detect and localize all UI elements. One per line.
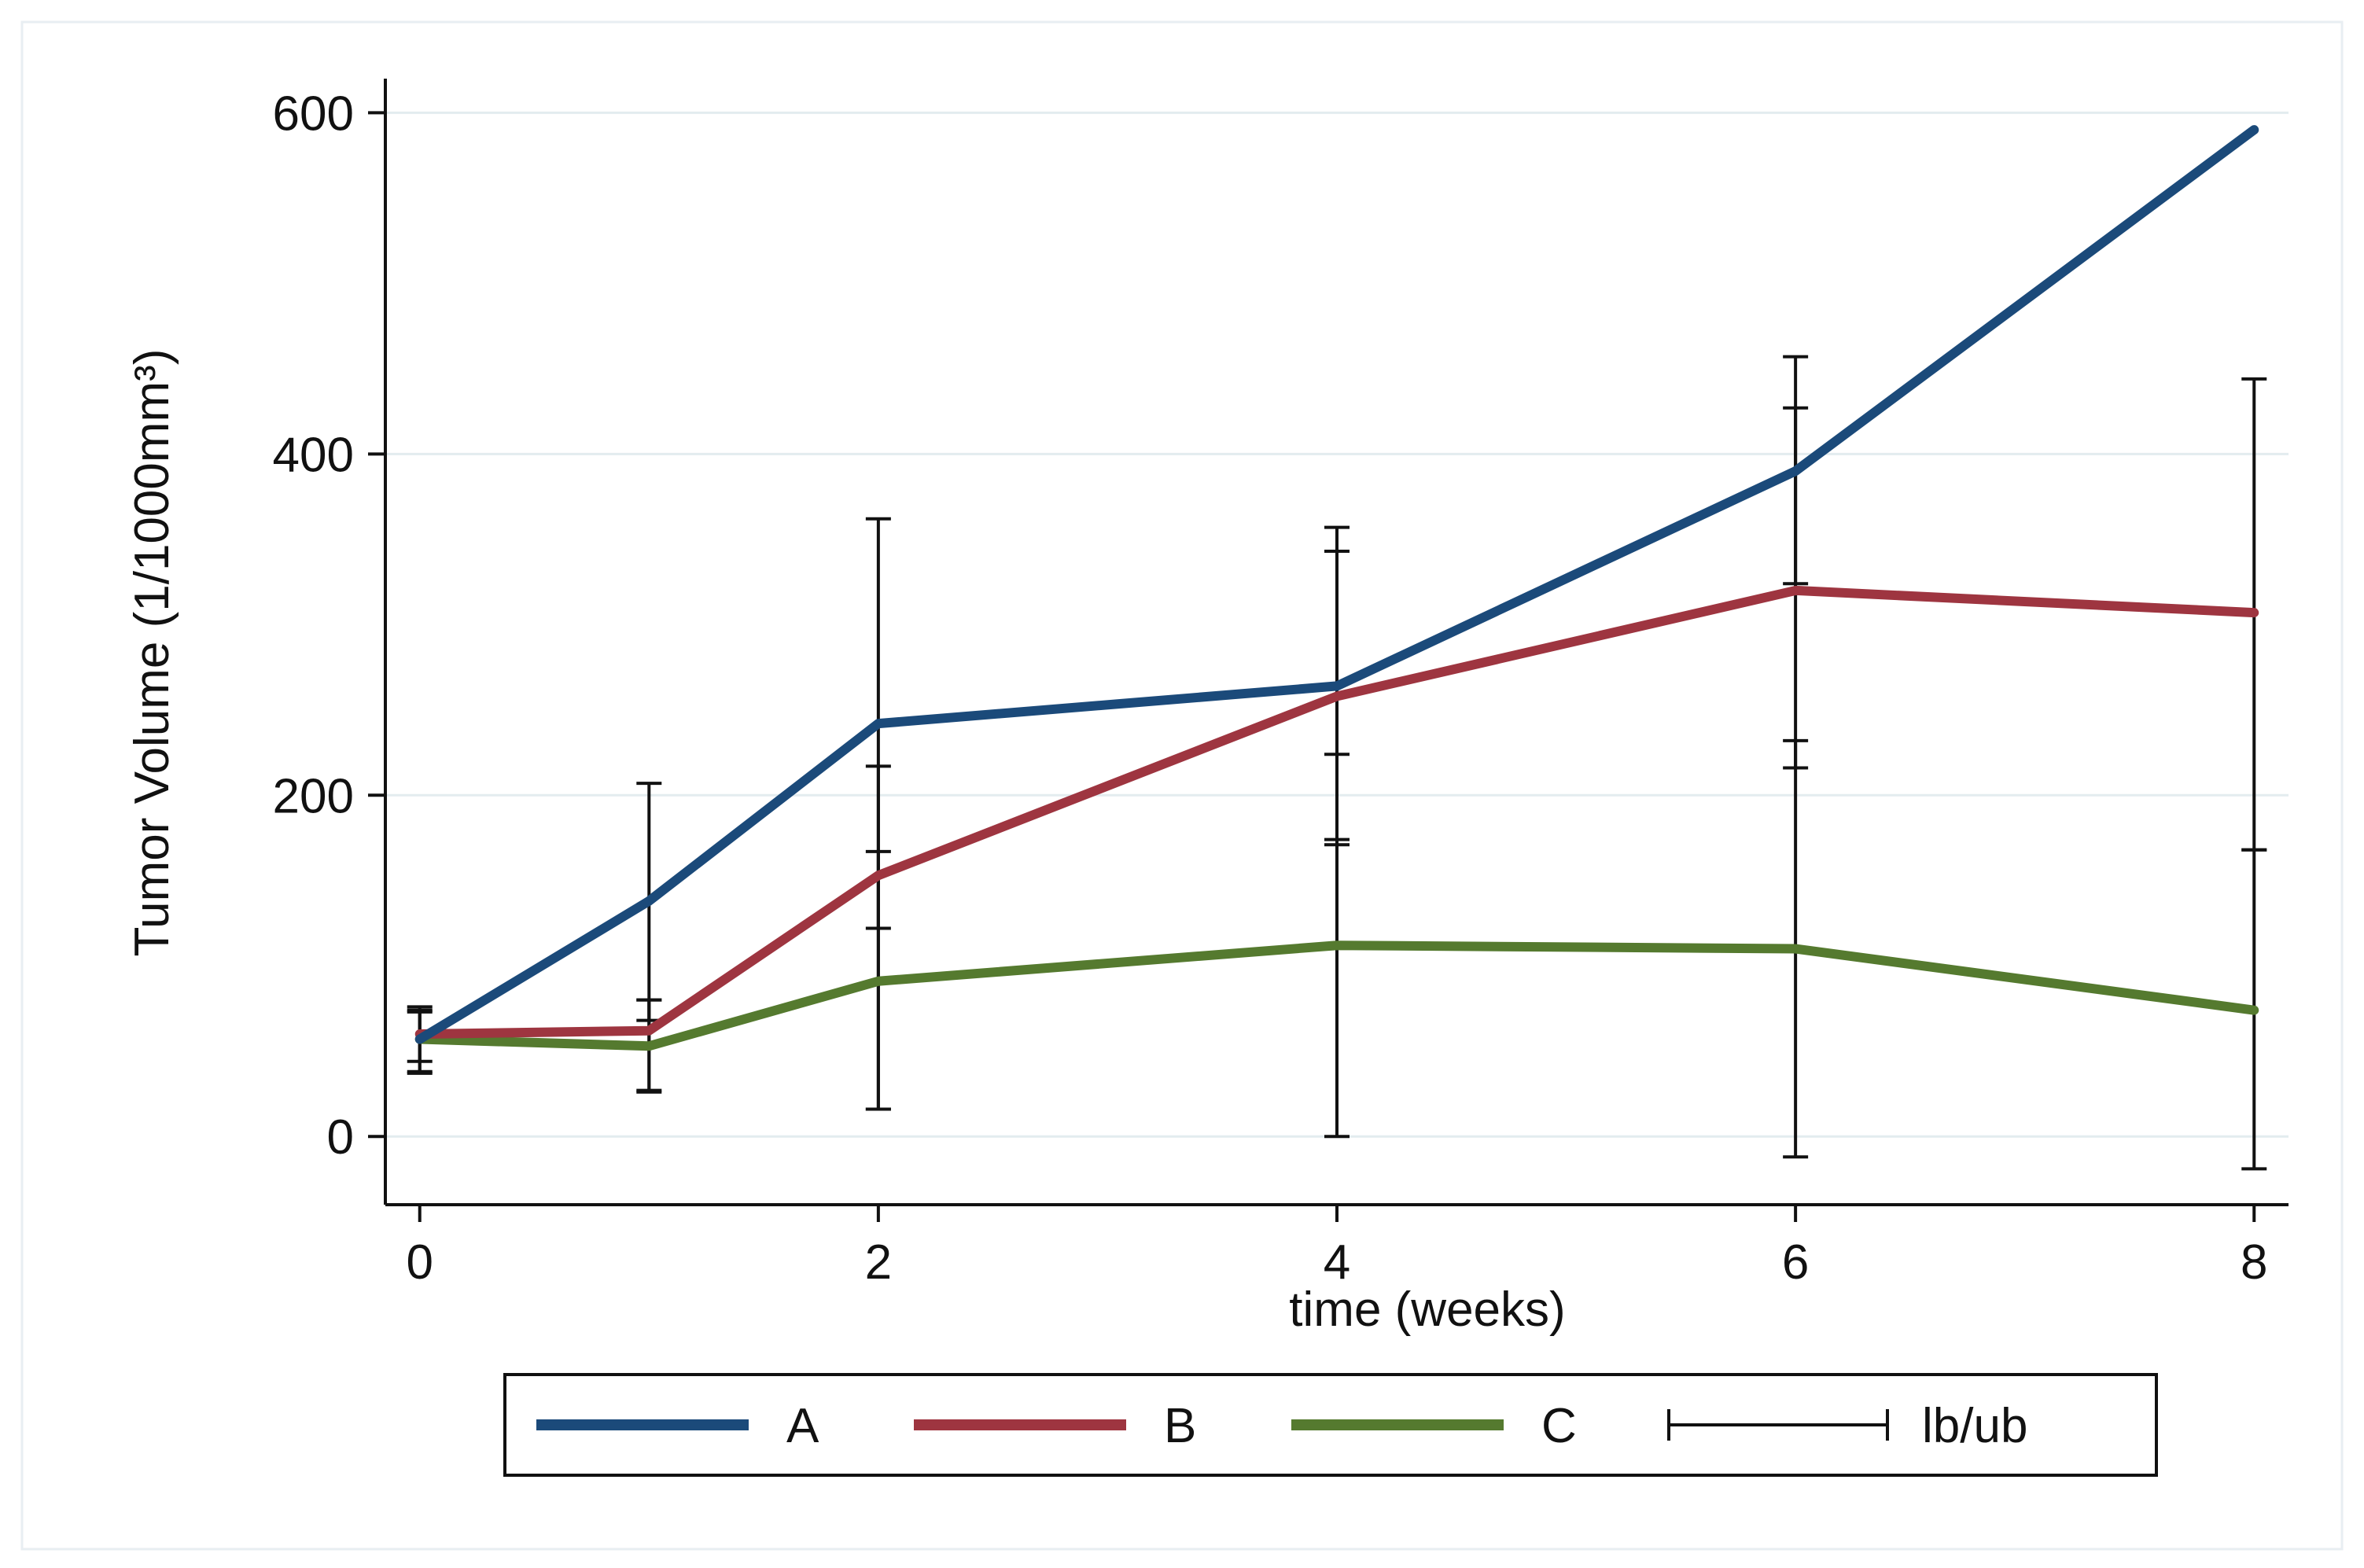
tick-labels: 0 200 400 600 0 2 4 6 8 [273,86,2268,1290]
x-tick-label-2: 2 [865,1235,892,1290]
legend-swatch-lbub [1667,1409,1889,1441]
x-axis-label: time (weeks) [1289,1283,1565,1337]
series-line-c [414,940,2259,1051]
legend-label-c: C [1541,1399,1577,1453]
y-tick-label-600: 600 [273,86,354,141]
y-tick-label-0: 0 [327,1110,354,1165]
x-tick-label-4: 4 [1324,1235,1350,1290]
legend-label-b: B [1164,1399,1196,1453]
legend: A B C lb/ub [503,1373,2158,1477]
x-tick-label-8: 8 [2241,1235,2267,1290]
y-tick-label-400: 400 [273,428,354,482]
axes [368,79,2289,1222]
series-line-a [414,125,2259,1044]
x-tick-label-0: 0 [406,1235,433,1290]
y-tick-label-200: 200 [273,769,354,823]
series-lines [414,125,2259,1051]
y-axis-label: Tumor Volume (1/1000mm³) [125,349,179,957]
x-tick-label-6: 6 [1782,1235,1809,1290]
legend-label-lbub: lb/ub [1922,1399,2027,1453]
series-line-b [414,585,2259,1040]
legend-label-a: A [786,1399,819,1453]
